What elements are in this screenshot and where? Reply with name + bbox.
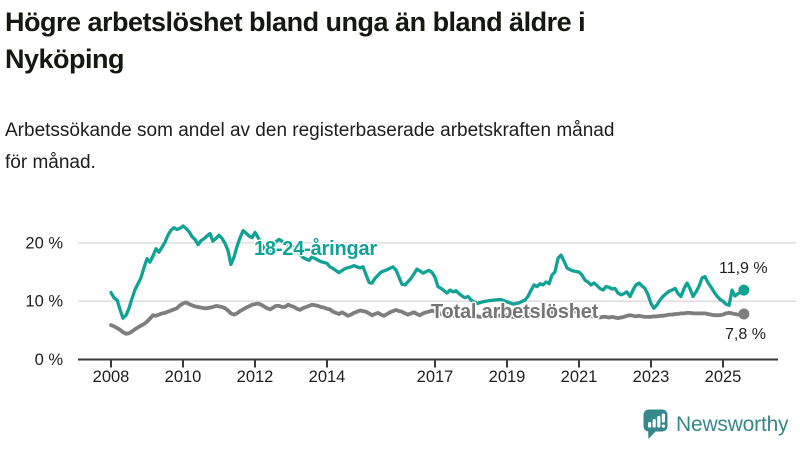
newsworthy-wordmark: Newsworthy: [676, 412, 789, 436]
y-tick-label: 0 %: [35, 351, 64, 369]
page-subtitle: Arbetssökande som andel av den registerb…: [5, 115, 785, 179]
x-tick-label: 2012: [237, 368, 274, 386]
x-tick-label: 2021: [561, 368, 598, 386]
page-subtitle-line-1: Arbetssökande som andel av den registerb…: [5, 120, 615, 141]
series-label-youth: 18-24-åringar: [254, 238, 378, 260]
page-title: Högre arbetslöshet bland unga än bland ä…: [5, 4, 795, 78]
y-tick-label: 10 %: [25, 293, 63, 311]
series-line-youth: [109, 224, 746, 320]
x-tick-label: 2019: [489, 368, 526, 386]
page-title-line-2: Nyköping: [5, 44, 125, 74]
series-label-total: Total arbetslöshet: [431, 301, 599, 323]
x-tick-label: 2023: [633, 368, 670, 386]
bar-chart-speech-bubble-icon: [643, 409, 668, 439]
x-tick-label: 2008: [93, 368, 130, 386]
page-title-line-1: Högre arbetslöshet bland unga än bland ä…: [5, 7, 586, 37]
x-tick-label: 2010: [165, 368, 202, 386]
series-end-dot-total: [738, 308, 750, 320]
x-tick-label: 2017: [417, 368, 454, 386]
series-line-total: [109, 300, 746, 336]
end-value-youth: 11,9 %: [719, 260, 768, 277]
page-subtitle-line-2: för månad.: [5, 152, 96, 173]
x-tick-label: 2014: [309, 368, 346, 386]
series-end-dot-youth: [738, 284, 750, 296]
end-value-total: 7,8 %: [725, 326, 766, 343]
newsworthy-logo: Newsworthy: [643, 409, 789, 440]
x-tick-label: 2025: [705, 368, 742, 386]
y-tick-label: 20 %: [25, 234, 63, 252]
